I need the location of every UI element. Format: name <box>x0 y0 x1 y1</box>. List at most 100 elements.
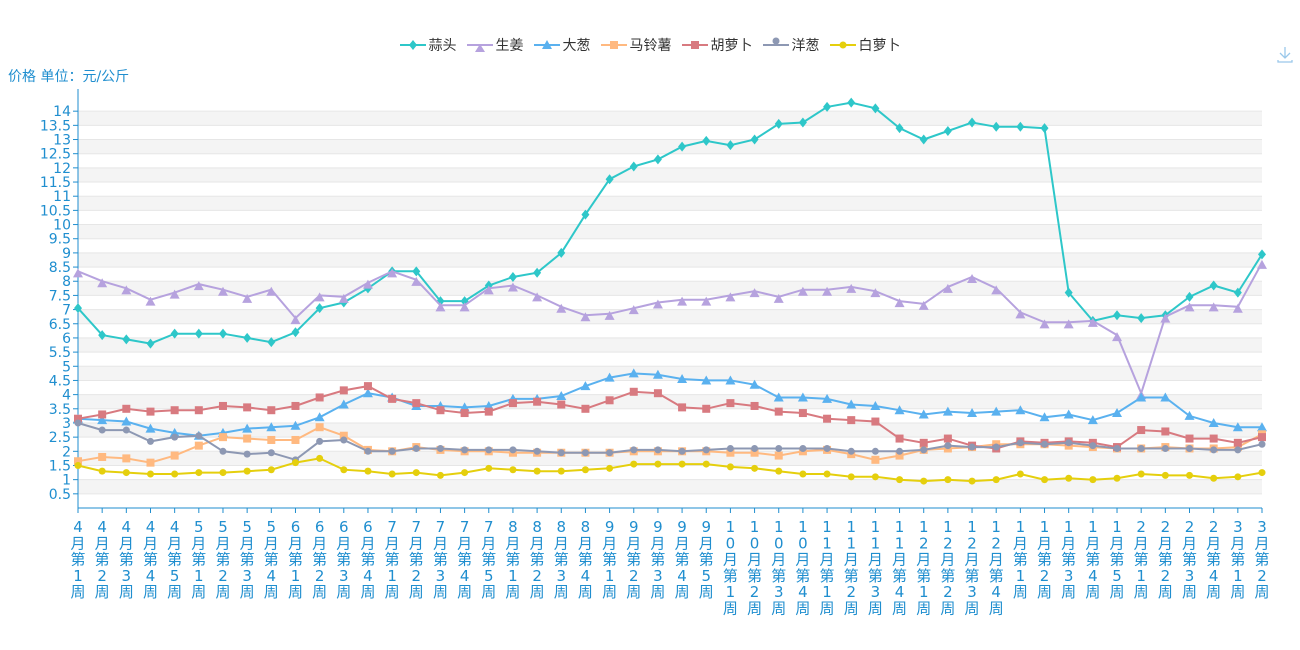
y-tick-label: 11 <box>53 189 71 205</box>
data-point <box>363 382 372 391</box>
data-point <box>678 460 686 468</box>
data-point <box>1063 409 1074 419</box>
legend-item[interactable]: 胡萝卜 <box>681 35 753 55</box>
data-point <box>194 441 203 450</box>
data-point <box>267 337 276 348</box>
data-point <box>218 401 227 410</box>
y-tick-label: 11.5 <box>40 175 71 191</box>
data-point <box>1113 444 1121 452</box>
data-point <box>774 118 783 129</box>
data-point <box>412 266 421 277</box>
data-point <box>678 141 687 152</box>
data-point <box>847 447 855 455</box>
x-tick-label: 6 月第 4 周 <box>360 518 375 601</box>
x-tick-label: 7 月第 2 周 <box>409 518 424 601</box>
data-point <box>629 387 638 396</box>
download-icon[interactable] <box>1276 44 1294 64</box>
data-point <box>1137 444 1145 452</box>
data-point <box>436 406 445 415</box>
legend-symbol <box>829 41 856 49</box>
data-point <box>170 451 179 460</box>
data-point <box>388 447 396 455</box>
data-point <box>461 469 469 477</box>
data-point <box>942 283 953 293</box>
y-tick-label: 7.5 <box>49 288 71 304</box>
legend-item[interactable]: 洋葱 <box>762 35 820 55</box>
data-point <box>340 466 348 474</box>
x-tick-label: 1 1 月第 2 周 <box>844 518 859 618</box>
data-point <box>508 399 517 408</box>
data-point <box>509 446 517 454</box>
data-point <box>726 140 735 151</box>
legend-item[interactable]: 蒜头 <box>399 35 457 55</box>
data-point <box>1208 302 1219 312</box>
data-point <box>750 401 759 410</box>
data-point <box>1257 422 1267 432</box>
legend-item[interactable]: 大葱 <box>533 35 591 55</box>
x-tick-label: 4 月第 5 周 <box>167 518 182 601</box>
data-point <box>436 444 444 452</box>
data-point <box>1016 121 1025 132</box>
data-point <box>628 305 639 315</box>
data-point <box>242 293 253 303</box>
data-point <box>749 379 760 389</box>
data-point <box>219 447 227 455</box>
data-point <box>97 278 108 288</box>
data-point <box>725 375 736 385</box>
data-point <box>556 303 567 313</box>
data-point <box>991 406 1002 416</box>
data-point <box>146 458 155 467</box>
data-point <box>846 399 857 409</box>
legend-item[interactable]: 马铃薯 <box>600 35 672 55</box>
data-point <box>870 400 881 410</box>
data-point <box>773 293 784 303</box>
data-point <box>1161 444 1169 452</box>
data-point <box>339 386 348 395</box>
x-tick-label: 9 月第 4 周 <box>675 518 690 601</box>
data-point <box>364 467 372 475</box>
y-tick-label: 13.5 <box>40 118 71 134</box>
data-point <box>291 327 300 338</box>
data-point <box>1137 426 1146 435</box>
legend-label: 白萝卜 <box>858 38 901 54</box>
data-point <box>1112 332 1123 342</box>
x-tick-label: 1 0 月第 1 周 <box>723 518 738 618</box>
data-point <box>944 476 952 484</box>
x-tick-label: 6 月第 3 周 <box>336 518 351 601</box>
grid-band <box>78 139 1262 154</box>
data-point <box>362 388 373 398</box>
data-point <box>1015 309 1026 319</box>
x-tick-label: 5 月第 2 周 <box>215 518 230 601</box>
chart-legend: 蒜头 生姜 大葱 马铃薯 胡萝卜 洋葱 白萝卜 <box>0 35 1300 55</box>
x-tick-label: 8 月第 3 周 <box>554 518 569 601</box>
data-point <box>98 426 106 434</box>
data-point <box>774 451 783 460</box>
x-tick-label: 1 1 月第 4 周 <box>892 518 907 618</box>
data-point <box>1041 440 1049 448</box>
y-axis-title: 价格 单位：元/公斤 <box>8 69 130 85</box>
data-point <box>291 435 300 444</box>
data-point <box>605 396 614 405</box>
legend-item[interactable]: 生姜 <box>466 35 524 55</box>
data-point <box>1232 303 1243 313</box>
x-tick-label: 1 2 月第 3 周 <box>965 518 980 618</box>
data-point <box>750 134 759 145</box>
data-point <box>1065 439 1073 447</box>
data-point <box>581 449 589 457</box>
data-point <box>652 299 663 309</box>
data-point <box>1161 427 1170 436</box>
data-point <box>1232 422 1243 432</box>
data-point <box>1186 471 1194 479</box>
x-tick-label: 8 月第 2 周 <box>530 518 545 601</box>
data-point <box>1040 123 1049 134</box>
data-point <box>967 408 978 418</box>
legend-item[interactable]: 白萝卜 <box>829 35 901 55</box>
data-point <box>1160 392 1171 402</box>
grid-band <box>78 309 1262 324</box>
data-point <box>967 273 978 283</box>
grid-band <box>78 479 1262 494</box>
data-point <box>773 392 784 402</box>
y-tick-label: 12.5 <box>40 147 71 163</box>
data-point <box>195 432 203 440</box>
data-point <box>533 447 541 455</box>
